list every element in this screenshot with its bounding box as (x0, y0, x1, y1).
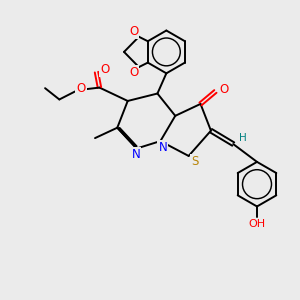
Text: O: O (129, 66, 138, 79)
Text: O: O (129, 25, 138, 38)
Text: S: S (191, 155, 198, 168)
Text: O: O (100, 63, 110, 76)
Text: O: O (76, 82, 86, 95)
Text: O: O (219, 83, 228, 97)
Text: N: N (158, 140, 167, 154)
Text: OH: OH (248, 219, 266, 229)
Text: H: H (239, 133, 247, 143)
Text: N: N (132, 148, 140, 161)
